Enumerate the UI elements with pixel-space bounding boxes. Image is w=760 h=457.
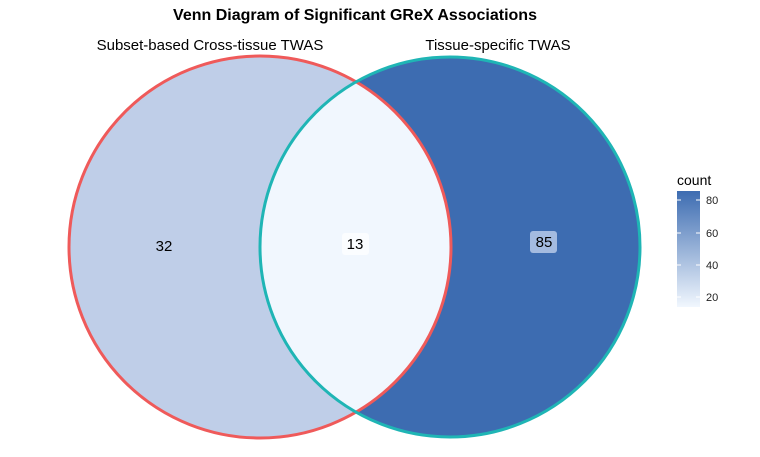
count-label-cross-tissue-only: 32	[150, 235, 177, 257]
legend-ticks	[677, 199, 700, 298]
count-label-tissue-specific-only: 85	[530, 231, 557, 253]
set-circle-cross-tissue	[67, 54, 453, 440]
svg-text:32: 32	[156, 238, 173, 255]
legend-tick-label: 20	[706, 292, 718, 304]
legend-tick-label: 60	[706, 228, 718, 240]
legend: count 80 60 40 20	[677, 172, 718, 307]
svg-text:85: 85	[536, 234, 553, 251]
legend-tick-label: 40	[706, 260, 718, 272]
set-label-tissue-specific: Tissue-specific TWAS	[425, 37, 570, 54]
svg-text:13: 13	[347, 236, 364, 253]
legend-title: count	[677, 172, 711, 188]
count-label-intersection: 13	[342, 233, 369, 255]
set-circle-tissue-specific	[258, 55, 642, 439]
set-label-cross-tissue: Subset-based Cross-tissue TWAS	[97, 37, 324, 54]
legend-colorbar	[677, 191, 700, 307]
legend-tick-label: 80	[706, 195, 718, 207]
chart-title: Venn Diagram of Significant GReX Associa…	[173, 7, 537, 24]
